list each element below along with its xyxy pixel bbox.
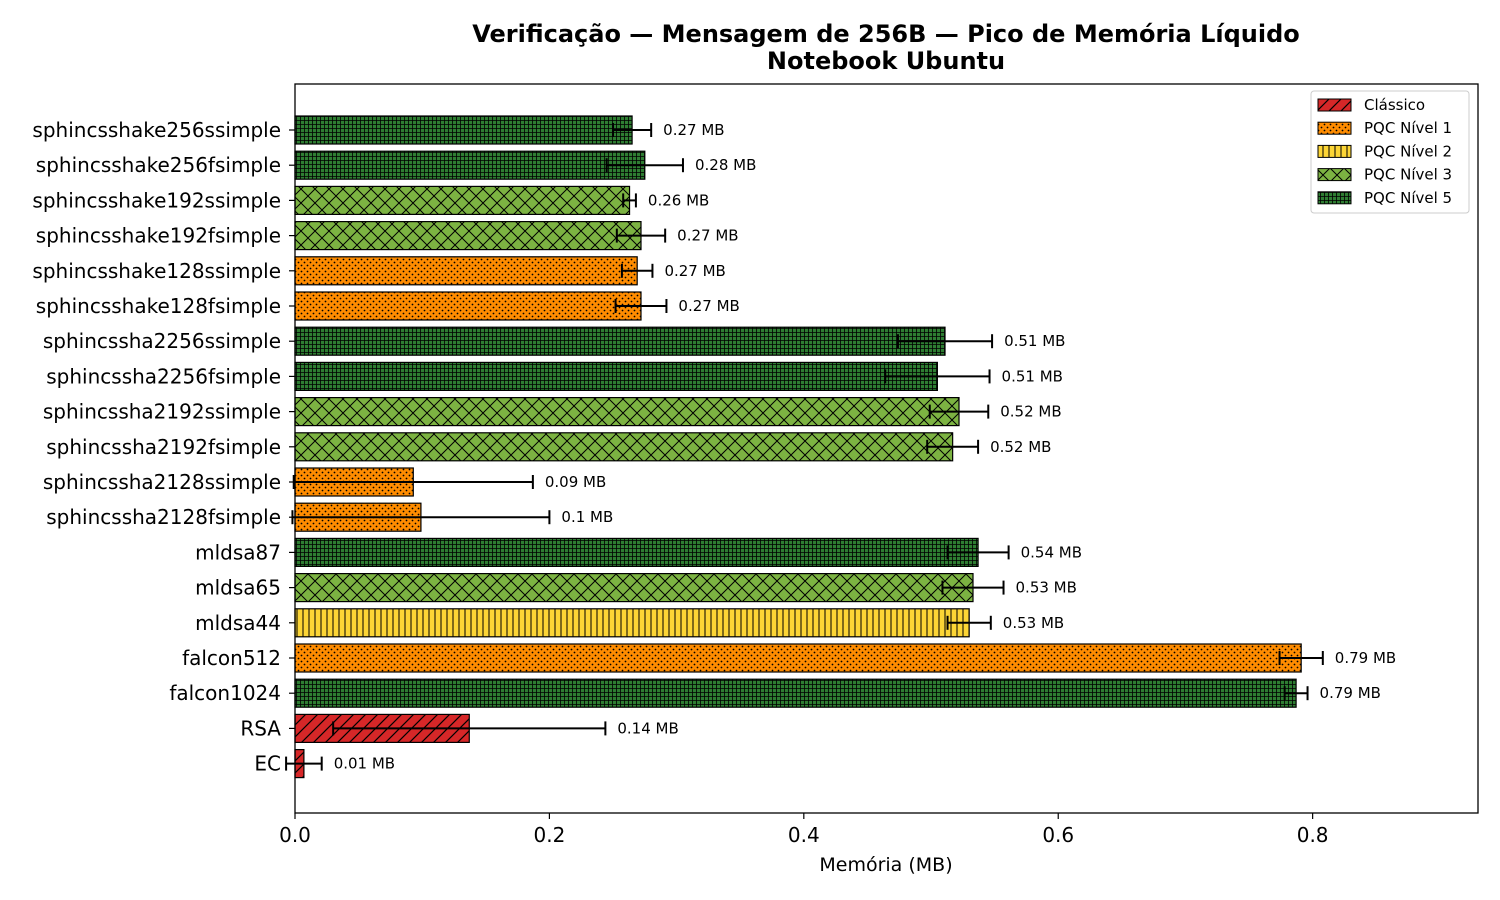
x-tick-label: 0.8 (1297, 823, 1329, 847)
bar (294, 150, 646, 180)
data-label: 0.54 MB (1021, 543, 1082, 561)
error-bar (1283, 686, 1309, 701)
x-axis-label: Memória (MB) (819, 854, 952, 876)
y-tick-label: sphincsshake256ssimple (32, 118, 281, 142)
y-tick-label: sphincssha2192ssimple (43, 400, 281, 424)
data-label: 0.1 MB (561, 508, 613, 526)
data-label: 0.52 MB (990, 438, 1051, 456)
data-label: 0.09 MB (545, 473, 606, 491)
y-tick-label: mldsa44 (195, 611, 281, 635)
error-bar (620, 263, 654, 278)
chart-title: Verificação — Mensagem de 256B — Pico de… (472, 20, 1300, 48)
legend-swatch (1317, 98, 1352, 112)
error-bar (884, 369, 991, 384)
legend-swatch (1317, 121, 1352, 135)
bar (294, 432, 954, 462)
data-label: 0.27 MB (678, 297, 739, 315)
data-label: 0.14 MB (617, 719, 678, 737)
y-tick-label: falcon512 (182, 646, 281, 670)
error-bar (928, 404, 990, 419)
bars-layer (294, 115, 1302, 779)
x-tick-label: 0.0 (279, 823, 311, 847)
error-bar (926, 439, 980, 454)
y-tick-label: sphincssha2128fsimple (46, 505, 281, 529)
error-bar (622, 193, 637, 208)
data-label: 0.79 MB (1335, 649, 1396, 667)
bar (294, 221, 642, 251)
error-bar (332, 721, 607, 736)
data-labels-layer: 0.27 MB 0.28 MB 0.26 MB 0.27 MB 0.27 MB 0.27 … (334, 121, 1397, 773)
data-label: 0.79 MB (1320, 684, 1381, 702)
bar (294, 291, 642, 321)
data-label: 0.28 MB (695, 156, 756, 174)
y-tick-label: RSA (240, 716, 281, 740)
y-tick-label: mldsa87 (195, 540, 281, 564)
bar (294, 185, 631, 215)
bar (294, 397, 960, 427)
bar (294, 643, 1302, 673)
error-bar (615, 228, 667, 243)
x-axis: 0.0 0.2 0.4 0.6 0.8 (279, 813, 1329, 847)
y-tick-label: sphincsshake192fsimple (36, 224, 281, 248)
legend-swatch (1317, 168, 1352, 182)
error-bar (612, 123, 653, 137)
error-bar (896, 334, 994, 349)
legend-entry: PQC Nível 2 (1364, 142, 1452, 160)
data-label: 0.52 MB (1000, 403, 1061, 421)
bar (294, 326, 946, 356)
bar (294, 115, 633, 145)
bar (294, 572, 974, 603)
bar (294, 608, 970, 638)
error-bar (946, 615, 992, 630)
bar (294, 678, 1297, 708)
legend: Clássico PQC Nível 1 PQC Nível 2 PQC Nível … (1310, 90, 1470, 214)
y-tick-label: mldsa65 (195, 576, 281, 600)
errorbars-layer (285, 123, 1324, 771)
y-tick-label: sphincsshake128ssimple (32, 259, 281, 283)
error-bar (1278, 651, 1324, 665)
bar (294, 361, 938, 391)
error-bar (605, 158, 684, 173)
error-bar (941, 580, 1005, 595)
y-tick-label: sphincsshake256fsimple (36, 153, 281, 177)
x-tick-label: 0.4 (788, 823, 820, 847)
data-label: 0.27 MB (663, 121, 724, 139)
bar (294, 537, 979, 568)
y-tick-label: sphincssha2256ssimple (43, 329, 281, 353)
data-label: 0.51 MB (1004, 332, 1065, 350)
legend-entry: PQC Nível 1 (1364, 119, 1452, 137)
y-tick-label: sphincssha2192fsimple (46, 435, 281, 459)
chart-subtitle: Notebook Ubuntu (767, 47, 1005, 75)
y-tick-label: falcon1024 (169, 681, 281, 705)
data-label: 0.53 MB (1003, 614, 1064, 632)
plot-frame (294, 83, 1479, 814)
bar (294, 256, 638, 286)
legend-swatch (1317, 191, 1352, 205)
y-axis: sphincsshake256ssimple sphincsshake256fsi… (32, 118, 295, 776)
legend-entry: PQC Nível 5 (1364, 189, 1452, 207)
data-label: 0.51 MB (1002, 367, 1063, 385)
data-label: 0.27 MB (664, 262, 725, 280)
x-tick-label: 0.2 (534, 823, 566, 847)
legend-swatch (1317, 144, 1352, 158)
error-bar (614, 299, 668, 313)
data-label: 0.53 MB (1016, 579, 1077, 597)
legend-box (1310, 90, 1470, 214)
y-tick-label: sphincssha2256fsimple (46, 364, 281, 388)
data-label: 0.27 MB (677, 227, 738, 245)
x-tick-label: 0.6 (1042, 823, 1074, 847)
legend-entry: PQC Nível 3 (1364, 166, 1452, 184)
y-tick-label: sphincsshake128fsimple (36, 294, 281, 318)
data-label: 0.01 MB (334, 755, 395, 773)
error-bar (946, 545, 1010, 560)
legend-entry: Clássico (1364, 96, 1425, 114)
data-label: 0.26 MB (648, 191, 709, 209)
y-tick-label: sphincssha2128ssimple (43, 470, 281, 494)
y-tick-label: sphincsshake192ssimple (32, 188, 281, 212)
y-tick-label: EC (254, 752, 281, 776)
